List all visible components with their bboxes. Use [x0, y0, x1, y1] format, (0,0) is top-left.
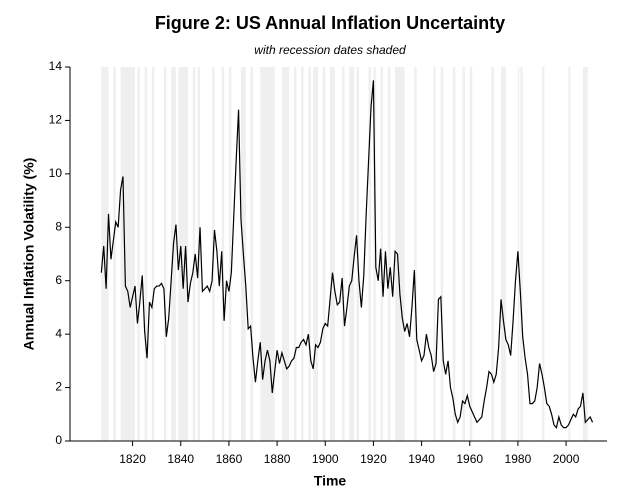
recession-band [151, 67, 155, 441]
recession-band [144, 67, 148, 441]
recession-band [520, 67, 523, 441]
y-tick-label: 10 [49, 166, 63, 180]
x-tick-label: 1940 [408, 452, 435, 466]
recession-band [163, 67, 167, 441]
recession-band [368, 67, 372, 441]
x-tick-label: 1840 [167, 452, 194, 466]
recession-band [491, 67, 494, 441]
recession-band [380, 67, 384, 441]
recession-band [440, 67, 444, 441]
recession-band [322, 67, 326, 441]
recession-band [469, 67, 473, 441]
recession-band [260, 67, 275, 441]
recession-band [433, 67, 436, 441]
recession-band [137, 67, 140, 441]
recession-band [281, 67, 290, 441]
y-tick-label: 4 [55, 326, 62, 340]
recession-band [101, 67, 109, 441]
y-tick-label: 14 [49, 59, 63, 73]
chart-subtitle: with recession dates shaded [254, 43, 406, 57]
recession-band [541, 67, 545, 441]
recession-band [582, 67, 588, 441]
recession-band [330, 67, 335, 441]
recession-band [414, 67, 417, 441]
x-tick-label: 1860 [216, 452, 243, 466]
data-line [100, 80, 594, 429]
x-tick-label: 1880 [264, 452, 291, 466]
recession-band [342, 67, 345, 441]
y-tick-label: 6 [55, 273, 62, 287]
recession-band [113, 67, 116, 441]
recession-band [387, 67, 391, 441]
recession-band [228, 67, 232, 441]
x-tick-label: 1920 [360, 452, 387, 466]
recession-band [452, 67, 456, 441]
recession-band [192, 67, 196, 441]
y-tick-label: 8 [55, 219, 62, 233]
recession-band [568, 67, 571, 441]
recession-band [120, 67, 136, 441]
recession-band [178, 67, 188, 441]
y-tick-label: 2 [55, 380, 62, 394]
recession-band [462, 67, 465, 441]
recession-band [250, 67, 254, 441]
x-tick-label: 2000 [553, 452, 580, 466]
x-tick-label: 1960 [456, 452, 483, 466]
recession-band [308, 67, 311, 441]
recession-band [171, 67, 176, 441]
chart-title: Figure 2: US Annual Inflation Uncertaint… [155, 13, 505, 33]
y-axis-label: Annual Inflation Volatility (%) [21, 158, 37, 351]
recession-band [313, 67, 319, 441]
y-tick-label: 12 [49, 113, 63, 127]
recession-band [349, 67, 355, 441]
recession-band [373, 67, 376, 441]
x-tick-label: 1820 [119, 452, 146, 466]
recession-band [293, 67, 297, 441]
recession-band [501, 67, 506, 441]
x-tick-label: 1980 [505, 452, 532, 466]
recession-band [395, 67, 405, 441]
recession-band [301, 67, 304, 441]
x-tick-label: 1900 [312, 452, 339, 466]
recession-band [221, 67, 225, 441]
y-tick-label: 0 [55, 433, 62, 447]
x-axis-label: Time [314, 473, 347, 489]
